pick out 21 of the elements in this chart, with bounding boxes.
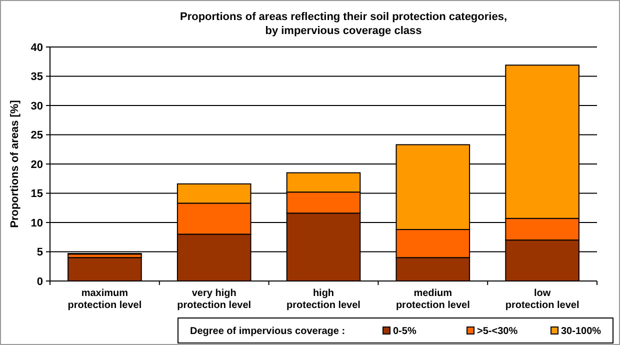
y-tick-label: 40 bbox=[30, 42, 43, 54]
bar bbox=[68, 257, 142, 282]
y-axis-title: Proportions of areas [%] bbox=[9, 100, 21, 228]
legend-label: 0-5% bbox=[393, 326, 416, 337]
legend-label: >5-<30% bbox=[477, 326, 518, 337]
x-tick-label: very high protection level bbox=[177, 288, 252, 311]
y-tick-label: 0 bbox=[36, 276, 43, 288]
y-tick-label: 10 bbox=[30, 217, 43, 230]
x-tick-label: low protection level bbox=[505, 288, 580, 311]
y-tick-label: 15 bbox=[30, 188, 43, 200]
legend-label: 30-100% bbox=[561, 326, 602, 337]
y-tick-label: 30 bbox=[30, 100, 43, 112]
y-tick-label: 25 bbox=[30, 130, 43, 142]
x-tick-label: high protection level bbox=[286, 288, 361, 311]
x-tick-label: maximum protection level bbox=[68, 288, 142, 311]
y-tick-label: 35 bbox=[30, 71, 43, 84]
x-tick-label: medium protection level bbox=[396, 288, 470, 311]
legend-title: Degree of impervious coverage : bbox=[190, 326, 346, 337]
chart-title: Proportions of areas reflecting their soil protection categories, by impervious coverage class bbox=[180, 11, 508, 37]
y-tick-label: 20 bbox=[30, 158, 43, 171]
y-tick-label: 5 bbox=[36, 246, 43, 259]
